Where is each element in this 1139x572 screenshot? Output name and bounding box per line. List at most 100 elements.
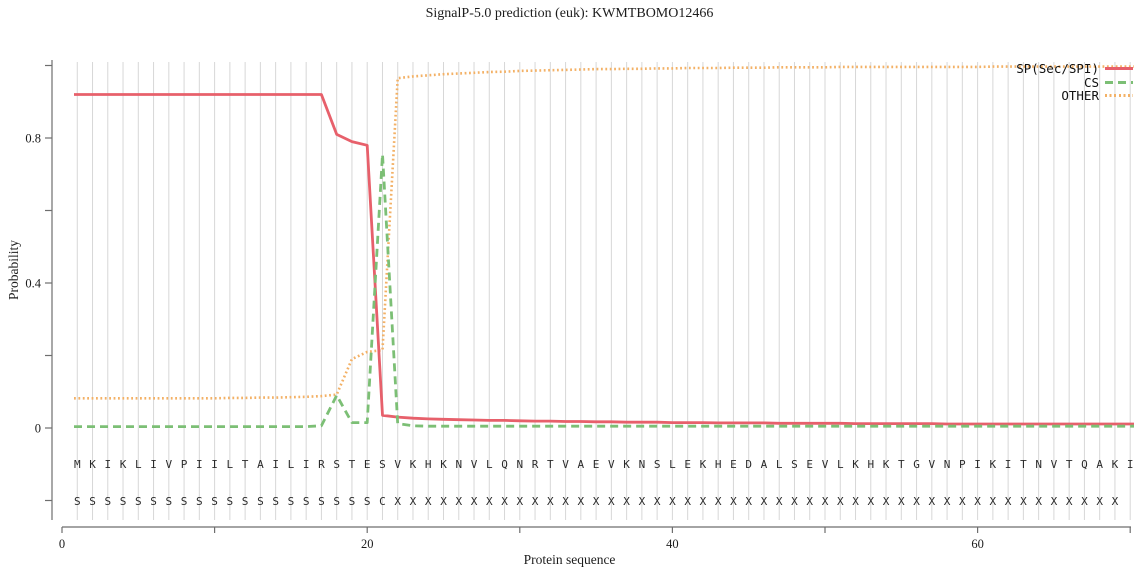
residue-letter: X	[761, 495, 768, 508]
residue-letter: L	[227, 458, 234, 471]
residue-letter: E	[593, 458, 600, 471]
residue-letter: S	[181, 495, 188, 508]
residue-letter: L	[288, 458, 295, 471]
residue-letter: Q	[1081, 458, 1088, 471]
legend-entry-other: OTHER	[1016, 89, 1133, 103]
residue-letter: K	[700, 458, 707, 471]
residue-letter: H	[425, 458, 432, 471]
residue-letter: X	[608, 495, 615, 508]
residue-letter: S	[135, 495, 142, 508]
x-axis: 0 20 40 60	[59, 526, 1131, 551]
residue-letter: X	[806, 495, 813, 508]
gridlines	[76, 62, 1131, 520]
residue-letter: X	[700, 495, 707, 508]
residue-letter: V	[562, 458, 569, 471]
residue-letter: K	[89, 458, 96, 471]
residue-letter: X	[944, 495, 951, 508]
residue-letter: X	[562, 495, 569, 508]
residue-letter: S	[318, 495, 325, 508]
residue-letter: I	[1005, 458, 1012, 471]
residue-letter: X	[715, 495, 722, 508]
residue-letter: P	[959, 458, 966, 471]
legend-entry-cs: CS	[1016, 76, 1133, 90]
x-axis-label: Protein sequence	[523, 552, 616, 567]
residue-letter: V	[608, 458, 615, 471]
legend-label-sp: SP(Sec/SPI)	[1016, 61, 1099, 77]
residue-letter: I	[211, 458, 218, 471]
residue-letter: D	[745, 458, 752, 471]
legend-line-sample-other	[1105, 94, 1133, 98]
residue-letter: X	[516, 495, 523, 508]
residue-letter: X	[669, 495, 676, 508]
residue-letter: K	[120, 458, 127, 471]
legend-line-sample-sp	[1105, 67, 1133, 71]
residue-letter: X	[974, 495, 981, 508]
residue-letter: N	[1035, 458, 1042, 471]
residue-letter: L	[135, 458, 142, 471]
y-tick-label: 0	[35, 422, 41, 436]
residue-letter: X	[837, 495, 844, 508]
residue-letter: G	[913, 458, 920, 471]
residue-letter: R	[532, 458, 539, 471]
residue-letter: S	[196, 495, 203, 508]
residue-letter: X	[486, 495, 493, 508]
residue-letter: X	[913, 495, 920, 508]
residue-letter: K	[410, 458, 417, 471]
cs-curve	[74, 152, 1134, 429]
residue-letter: L	[776, 458, 783, 471]
residue-letter: X	[410, 495, 417, 508]
residue-letter: N	[516, 458, 523, 471]
residue-letter: X	[883, 495, 890, 508]
residue-letter: X	[654, 495, 661, 508]
residue-letter: S	[166, 495, 173, 508]
residue-letter: X	[852, 495, 859, 508]
residue-letter: X	[745, 495, 752, 508]
legend-entry-sp: SP(Sec/SPI)	[1016, 62, 1133, 76]
residue-letter: I	[196, 458, 203, 471]
residue-letter: A	[1096, 458, 1103, 471]
residue-letter: X	[1035, 495, 1042, 508]
residue-letter: I	[272, 458, 279, 471]
legend-label-cs: CS	[1083, 74, 1099, 90]
residue-letter: T	[349, 458, 356, 471]
residue-letter: V	[929, 458, 936, 471]
residue-letter: X	[471, 495, 478, 508]
residue-letter: E	[730, 458, 737, 471]
residue-letter: S	[89, 495, 96, 508]
residue-letter: N	[639, 458, 646, 471]
residue-letter: V	[471, 458, 478, 471]
residue-letter: T	[547, 458, 554, 471]
residue-letter: X	[1005, 495, 1012, 508]
residue-letter: X	[1066, 495, 1073, 508]
residue-letter: X	[1051, 495, 1058, 508]
residue-letter: S	[333, 458, 340, 471]
legend-label-other: OTHER	[1061, 88, 1099, 104]
residue-letter: M	[74, 458, 81, 471]
residue-letter: X	[501, 495, 508, 508]
residue-letter: S	[349, 495, 356, 508]
residue-letter: E	[684, 458, 691, 471]
residue-letter: L	[669, 458, 676, 471]
residue-letter: K	[1112, 458, 1119, 471]
residue-letter: S	[791, 458, 798, 471]
residue-letter: C	[379, 495, 386, 508]
residue-letter: X	[547, 495, 554, 508]
residue-letter: T	[1020, 458, 1027, 471]
residue-letter: X	[532, 495, 539, 508]
x-tick-label: 0	[59, 537, 65, 551]
residue-letter: S	[654, 458, 661, 471]
residue-letter: H	[867, 458, 874, 471]
residue-letter: I	[104, 458, 111, 471]
residue-letter: X	[898, 495, 905, 508]
residue-letter: X	[578, 495, 585, 508]
residue-letter: S	[227, 495, 234, 508]
residue-letter: I	[303, 458, 310, 471]
residue-letter: I	[150, 458, 157, 471]
residue-letter: E	[806, 458, 813, 471]
residue-letter: X	[791, 495, 798, 508]
residue-letter: X	[1096, 495, 1103, 508]
y-tick-label: 0.8	[25, 132, 41, 146]
